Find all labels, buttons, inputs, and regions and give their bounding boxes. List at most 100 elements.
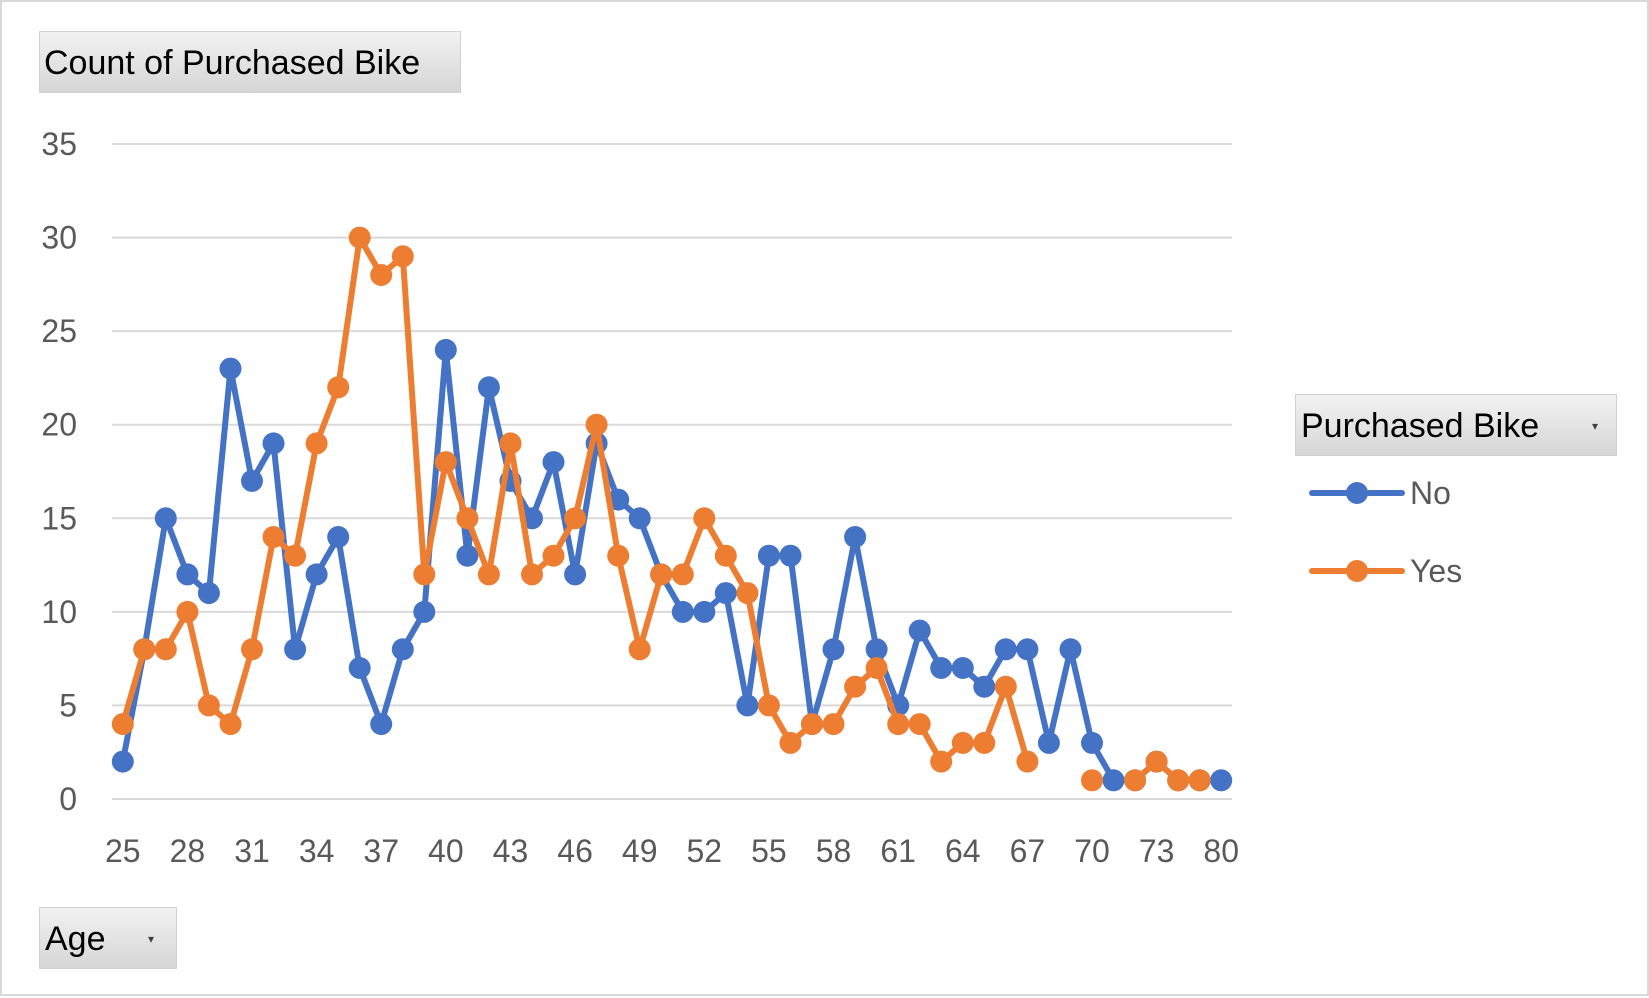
data-point-yes — [822, 713, 845, 736]
data-point-no — [370, 713, 393, 736]
legend-item-yes: Yes — [1309, 553, 1462, 589]
data-point-no — [542, 451, 565, 474]
data-point-no — [1016, 638, 1039, 661]
x-tick-label: 25 — [105, 833, 141, 869]
grid-layer — [112, 143, 1232, 800]
data-point-yes — [499, 432, 522, 455]
data-point-yes — [844, 675, 867, 698]
series-yes — [111, 226, 1211, 792]
x-tick-label: 61 — [880, 833, 916, 869]
legend-label-yes: Yes — [1410, 553, 1462, 589]
x-tick-label: 80 — [1203, 833, 1239, 869]
data-point-yes — [607, 544, 630, 567]
data-point-yes — [262, 526, 285, 548]
y-tick-label: 30 — [41, 220, 77, 256]
data-point-yes — [219, 713, 242, 736]
data-point-yes — [1016, 750, 1039, 773]
value-field-button[interactable]: Count of Purchased Bike — [39, 31, 461, 93]
y-axis-tick-labels: 0 5 10 15 20 25 30 35 — [41, 126, 77, 817]
data-point-no — [779, 544, 802, 567]
data-point-yes — [521, 563, 543, 586]
x-tick-label: 52 — [687, 833, 723, 869]
legend-field-button[interactable]: Purchased Bike ▾ — [1295, 394, 1617, 456]
data-point-no — [994, 638, 1017, 661]
data-point-no — [865, 638, 888, 661]
data-point-yes — [370, 264, 393, 286]
data-point-yes — [456, 507, 479, 530]
data-point-no — [327, 526, 350, 548]
data-point-yes — [585, 413, 608, 436]
series-line-no — [119, 346, 1225, 784]
data-point-no — [757, 544, 780, 567]
data-point-no — [973, 675, 996, 698]
data-point-yes — [1167, 769, 1190, 792]
data-point-no — [693, 600, 716, 623]
data-point-no — [1081, 731, 1103, 754]
data-point-no — [284, 638, 307, 661]
data-point-no — [736, 694, 759, 717]
series-layer — [111, 226, 1233, 792]
legend-marker-yes — [1346, 560, 1368, 582]
x-tick-label: 46 — [557, 833, 593, 869]
value-field-label: Count of Purchased Bike — [44, 44, 421, 82]
data-point-no — [111, 750, 134, 773]
legend-item-no: No — [1309, 475, 1451, 511]
data-point-no — [262, 432, 285, 455]
data-point-yes — [865, 657, 888, 679]
data-point-yes — [671, 563, 694, 586]
dropdown-arrow-icon: ▾ — [1591, 419, 1598, 433]
data-point-yes — [951, 731, 974, 754]
axis-field-label: Age — [45, 920, 106, 958]
data-point-yes — [1081, 769, 1103, 792]
data-point-yes — [887, 713, 910, 736]
data-point-no — [154, 507, 177, 530]
data-point-no — [822, 638, 845, 661]
data-point-yes — [197, 694, 220, 717]
data-point-no — [908, 619, 931, 642]
data-point-no — [930, 657, 953, 679]
y-tick-label: 20 — [41, 407, 77, 443]
data-point-yes — [133, 638, 156, 661]
x-tick-label: 31 — [234, 833, 270, 869]
data-point-no — [671, 600, 694, 623]
x-tick-label: 34 — [299, 833, 335, 869]
data-point-no — [628, 507, 651, 530]
data-point-yes — [564, 507, 587, 530]
x-tick-label: 28 — [170, 833, 206, 869]
data-point-no — [844, 526, 867, 548]
data-point-no — [305, 563, 328, 586]
y-tick-label: 25 — [41, 313, 77, 349]
data-point-yes — [1145, 750, 1168, 773]
x-tick-label: 64 — [945, 833, 981, 869]
data-point-no — [391, 638, 414, 661]
data-point-yes — [305, 432, 328, 455]
x-tick-label: 40 — [428, 833, 464, 869]
data-point-no — [241, 469, 263, 492]
legend-marker-no — [1346, 482, 1368, 504]
data-point-yes — [413, 563, 436, 586]
data-point-no — [434, 338, 457, 361]
x-tick-label: 73 — [1139, 833, 1175, 869]
axis-field-button[interactable]: Age ▾ — [39, 907, 177, 969]
x-tick-label: 55 — [751, 833, 787, 869]
data-point-no — [176, 563, 199, 586]
y-tick-label: 5 — [59, 687, 77, 723]
data-point-yes — [284, 544, 307, 567]
data-point-yes — [1188, 769, 1211, 792]
data-point-yes — [973, 731, 996, 754]
dropdown-arrow-icon: ▾ — [147, 932, 154, 946]
x-tick-label: 43 — [493, 833, 529, 869]
data-point-yes — [693, 507, 716, 530]
data-point-yes — [757, 694, 780, 717]
data-point-yes — [176, 600, 199, 623]
data-point-yes — [994, 675, 1017, 698]
data-point-no — [714, 582, 737, 605]
data-point-yes — [779, 731, 802, 754]
data-point-no — [219, 357, 242, 380]
data-point-no — [456, 544, 479, 567]
legend-label-no: No — [1410, 475, 1451, 511]
data-point-yes — [434, 451, 457, 474]
data-point-yes — [650, 563, 673, 586]
